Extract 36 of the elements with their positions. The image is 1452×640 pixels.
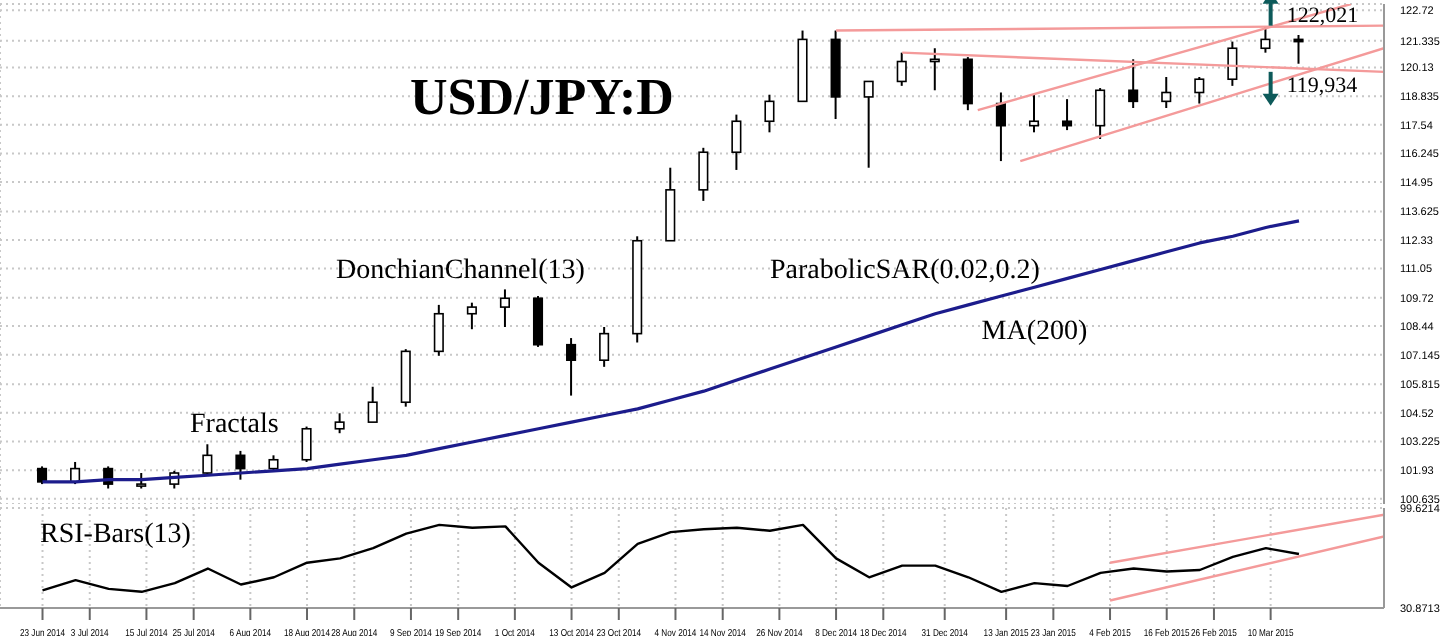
- candlestick: [334, 412, 345, 435]
- candlestick: [202, 443, 213, 477]
- candlestick: [367, 385, 378, 424]
- candlestick: [731, 113, 742, 171]
- candlestick: [566, 337, 577, 397]
- candlestick: [1128, 58, 1139, 109]
- annotation: RSI-Bars(13): [40, 520, 191, 552]
- candlestick: [466, 301, 477, 331]
- candlestick: [1194, 76, 1205, 105]
- candlestick: [1062, 98, 1073, 132]
- candlestick: [1095, 87, 1106, 140]
- candlestick: [1028, 93, 1040, 134]
- candlestick: [863, 80, 874, 169]
- candlestick: [962, 56, 973, 112]
- candlestick: [764, 93, 775, 134]
- annotation: 119,934: [1286, 73, 1359, 98]
- series-label: MA(200): [981, 317, 1089, 348]
- line-series: [41, 523, 1301, 594]
- text: USD/JPY:D: [410, 68, 674, 128]
- line-series: [40, 219, 1301, 484]
- annotation: Fractals: [190, 410, 279, 442]
- candlestick: [1293, 33, 1304, 65]
- candlestick: [499, 288, 510, 329]
- candlestick: [599, 326, 610, 368]
- candlestick: [896, 51, 907, 87]
- candlestick: [1227, 40, 1238, 87]
- candlestick: [698, 146, 709, 202]
- candlestick: [235, 449, 246, 481]
- annotation: ParabolicSAR(0.02,0.2): [770, 256, 1040, 288]
- candlestick: [1161, 76, 1172, 109]
- annotation: DonchianChannel(13): [336, 256, 585, 288]
- annotation: 122,021: [1286, 3, 1359, 28]
- candlestick: [433, 303, 444, 357]
- candlestick: [301, 425, 312, 463]
- candlestick: [1260, 25, 1271, 54]
- candlestick: [532, 295, 544, 348]
